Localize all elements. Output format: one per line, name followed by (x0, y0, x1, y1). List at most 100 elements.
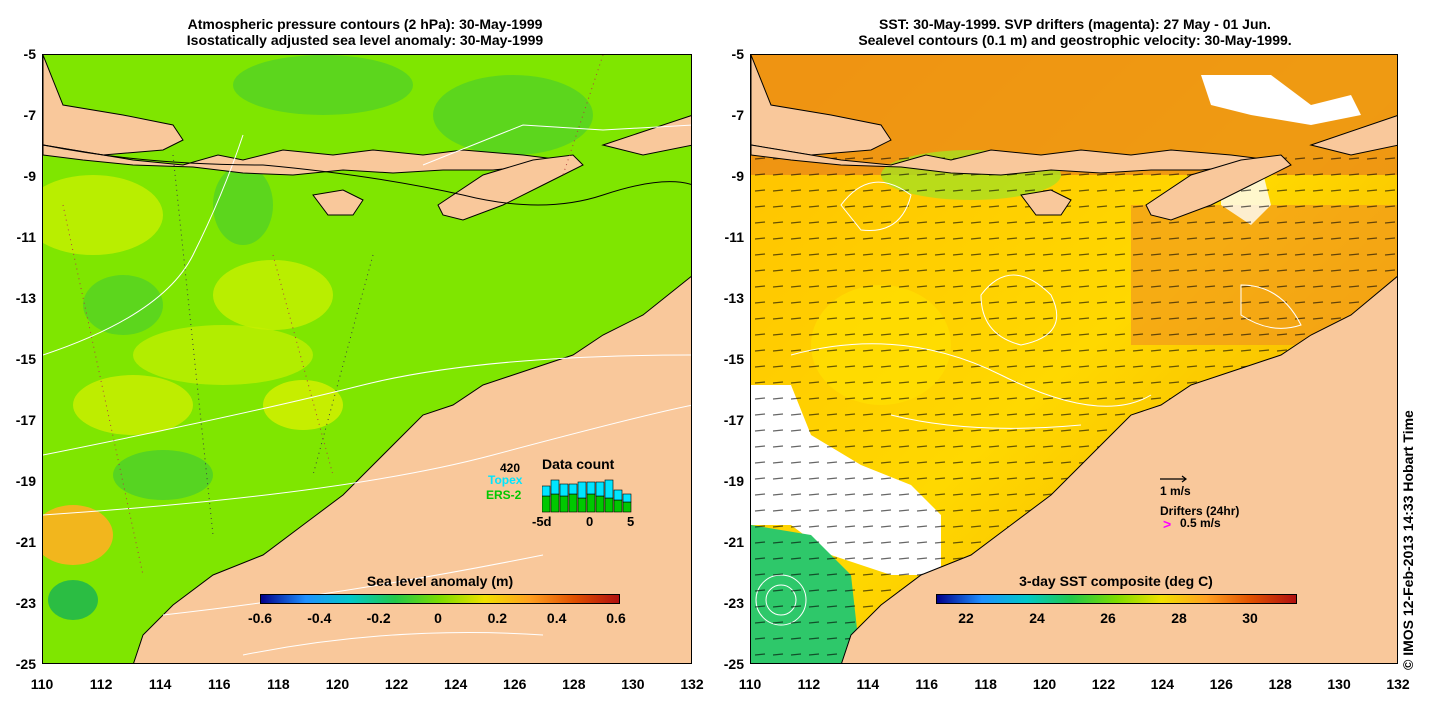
left-title: Atmospheric pressure contours (2 hPa): 3… (40, 16, 690, 48)
copyright-notice: © IMOS 12-Feb-2013 14:33 Hobart Time (1400, 410, 1416, 670)
lat-tick-label: -11 (16, 229, 36, 245)
lon-tick-label: 130 (621, 676, 645, 692)
right-title-line1: SST: 30-May-1999. SVP drifters (magenta)… (879, 16, 1271, 32)
inset-ers-label: ERS-2 (486, 488, 522, 502)
left-colorbar-title: Sea level anomaly (m) (366, 573, 514, 589)
velocity-scale-label: 1 m/s (1160, 484, 1191, 498)
lat-tick-label: -17 (15, 412, 36, 428)
histogram-bars (542, 479, 632, 513)
colorbar-tick-label: -0.4 (307, 610, 332, 626)
lat-tick-label: -5 (23, 46, 36, 62)
sea-level-anomaly-map (43, 55, 691, 663)
lat-tick-label: -19 (15, 473, 36, 489)
lon-tick-label: 126 (1209, 676, 1233, 692)
inset-title: Data count (542, 456, 615, 472)
lon-tick-label: 114 (856, 676, 880, 692)
colorbar-tick-label: 30 (1242, 610, 1258, 626)
lat-tick-label: -23 (15, 595, 36, 611)
data-count-histogram (542, 479, 632, 513)
inset-topex-label: Topex (488, 473, 523, 487)
lon-tick-label: 118 (974, 676, 997, 692)
left-title-line2: Isostatically adjusted sea level anomaly… (186, 32, 544, 48)
drifter-symbol: > (1163, 516, 1172, 532)
colorbar-tick-label: 0.4 (546, 610, 567, 626)
histogram-bar-ers (568, 493, 578, 513)
lon-tick-label: 132 (1386, 676, 1410, 692)
lat-tick-label: -15 (723, 351, 744, 367)
histogram-bar-ers (613, 499, 623, 513)
lat-tick-label: -23 (723, 595, 744, 611)
right-title-line2: Sealevel contours (0.1 m) and geostrophi… (858, 32, 1292, 48)
colorbar-tick-label: 0 (434, 610, 442, 626)
lon-tick-label: 124 (443, 676, 468, 692)
lat-tick-label: -9 (731, 168, 744, 184)
lon-tick-label: 112 (797, 676, 821, 692)
colorbar-tick-label: 24 (1029, 610, 1045, 626)
histogram-bar-ers (577, 497, 587, 513)
lon-tick-label: 110 (738, 676, 762, 692)
histogram-bar-topex (595, 481, 605, 497)
histogram-bar-topex (577, 481, 587, 499)
histogram-bar-topex (604, 479, 614, 499)
lon-tick-label: 114 (148, 676, 172, 692)
lat-tick-label: -11 (724, 229, 744, 245)
right-title: SST: 30-May-1999. SVP drifters (magenta)… (750, 16, 1400, 48)
lat-tick-label: -9 (23, 168, 36, 184)
lat-tick-label: -13 (15, 290, 36, 306)
lat-tick-label: -5 (731, 46, 744, 62)
colorbar-tick-label: 28 (1171, 610, 1187, 626)
histogram-bar-topex (542, 485, 551, 497)
colorbar-tick-label: 26 (1100, 610, 1116, 626)
colorbar-tick-label: 0.2 (487, 610, 508, 626)
lon-tick-label: 120 (1032, 676, 1057, 692)
histogram-bar-topex (586, 481, 596, 495)
histogram-bar-topex (550, 479, 560, 495)
histogram-bar-ers (595, 495, 605, 513)
lat-tick-label: -17 (723, 412, 744, 428)
colorbar-tick-label: -0.2 (366, 610, 391, 626)
lat-tick-label: -25 (723, 656, 744, 672)
lat-tick-label: -7 (731, 107, 744, 123)
lon-tick-label: 132 (680, 676, 704, 692)
left-title-line1: Atmospheric pressure contours (2 hPa): 3… (187, 16, 543, 32)
lat-tick-label: -25 (15, 656, 36, 672)
histogram-bar-ers (586, 493, 596, 513)
histogram-bar-topex (559, 483, 569, 497)
lat-tick-label: -19 (723, 473, 744, 489)
inset-xtick-end: 5 (627, 514, 635, 529)
lat-tick-label: -13 (723, 290, 744, 306)
lon-tick-label: 124 (1150, 676, 1175, 692)
lon-tick-label: 130 (1327, 676, 1351, 692)
drifters-label: Drifters (24hr) (1160, 504, 1240, 518)
colorbar-tick-label: 22 (958, 610, 974, 626)
histogram-bar-topex (613, 489, 623, 501)
histogram-bar-topex (622, 493, 632, 503)
histogram-bar-ers (542, 495, 551, 513)
lon-tick-label: 118 (267, 676, 290, 692)
lat-tick-label: -7 (23, 107, 36, 123)
histogram-bar-ers (622, 501, 632, 513)
left-colorbar (260, 594, 620, 604)
lat-tick-label: -21 (723, 534, 744, 550)
lon-tick-label: 120 (325, 676, 350, 692)
lon-tick-label: 112 (89, 676, 113, 692)
colorbar-tick-label: 0.6 (606, 610, 626, 626)
sst-map (751, 55, 1397, 663)
lat-tick-label: -21 (15, 534, 36, 550)
histogram-bar-ers (550, 493, 560, 513)
histogram-bar-topex (568, 483, 578, 495)
velocity-scale-arrow (1160, 475, 1187, 483)
right-map-panel (750, 54, 1398, 664)
lon-tick-label: 126 (503, 676, 527, 692)
colorbar-tick-label: -0.6 (247, 610, 273, 626)
lon-tick-label: 128 (1268, 676, 1292, 692)
inset-xtick-start: -5d (532, 514, 552, 529)
histogram-bar-ers (604, 497, 614, 513)
inset-xtick-mid: 0 (586, 514, 594, 529)
left-map-panel (42, 54, 692, 664)
lon-tick-label: 116 (207, 676, 231, 692)
lon-tick-label: 122 (1091, 676, 1116, 692)
right-colorbar (936, 594, 1297, 604)
lat-tick-label: -15 (15, 351, 36, 367)
lon-tick-label: 116 (915, 676, 939, 692)
